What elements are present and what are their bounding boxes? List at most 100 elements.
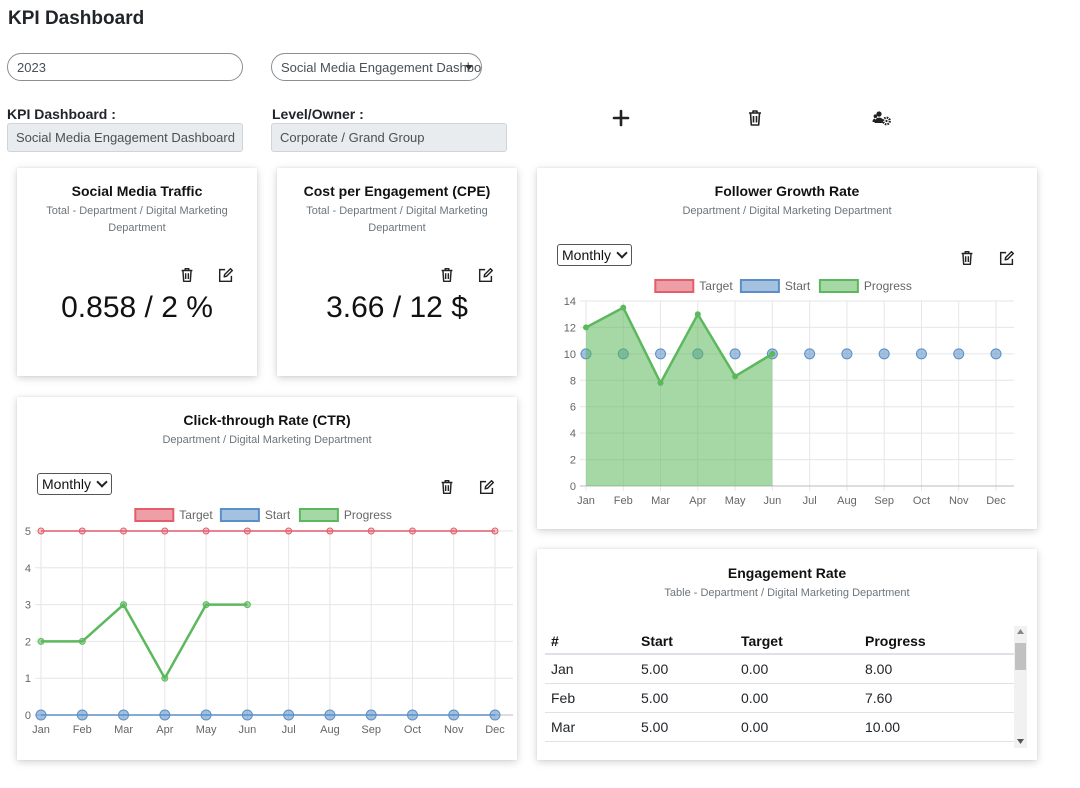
table-cell: 10.00	[859, 712, 1014, 742]
trash-icon[interactable]	[958, 249, 976, 267]
progress-point	[657, 379, 664, 386]
edit-icon[interactable]	[477, 266, 495, 284]
kpi-card-cpe: Cost per Engagement (CPE) Total - Depart…	[277, 168, 517, 376]
x-tick-label: May	[196, 724, 217, 736]
column-header: #	[545, 626, 635, 655]
chevron-down-icon	[616, 247, 628, 259]
x-tick-label: Nov	[949, 495, 969, 507]
engagement-table: # Start Target Progress Jan 5.00 0.00 8.…	[545, 626, 1014, 742]
card-title: Follower Growth Rate	[714, 183, 860, 199]
scrollbar-thumb[interactable]	[1015, 643, 1026, 670]
progress-line	[585, 305, 774, 386]
start-point	[804, 348, 816, 360]
card-subtitle: Department / Digital Marketing Departmen…	[682, 205, 892, 217]
column-header: Target	[735, 626, 859, 655]
progress-area	[586, 307, 773, 486]
target-point	[285, 527, 293, 535]
target-point	[326, 527, 334, 535]
start-point	[76, 709, 88, 721]
progress-point	[37, 637, 45, 645]
kpi-card-traffic: Social Media Traffic Total - Department …	[17, 168, 257, 376]
table-cell: 5.00	[635, 654, 735, 684]
start-point	[729, 348, 741, 360]
progress-point	[769, 350, 776, 357]
kpi-value: 3.66 / 12 $	[326, 291, 468, 324]
start-point	[241, 709, 253, 721]
y-tick-label: 3	[25, 600, 31, 612]
progress-point	[694, 311, 701, 318]
year-value: 2023	[17, 60, 46, 75]
table-row: Feb 5.00 0.00 7.60	[545, 683, 1014, 713]
legend-label: Target	[179, 508, 213, 522]
owner-field: Corporate / Grand Group	[271, 123, 507, 152]
dashboard-select[interactable]: Social Media Engagement Dashboard	[271, 53, 482, 81]
legend-label: Progress	[344, 508, 392, 522]
x-tick-label: Mar	[651, 495, 670, 507]
period-select[interactable]: Monthly	[37, 473, 113, 495]
target-point	[202, 527, 210, 535]
legend-label: Target	[699, 279, 733, 293]
trash-icon[interactable]	[745, 108, 765, 128]
x-tick-label: Oct	[913, 495, 930, 507]
trash-icon[interactable]	[438, 478, 456, 496]
edit-icon[interactable]	[998, 249, 1016, 267]
table-header-row: # Start Target Progress	[545, 626, 1014, 655]
progress-point	[732, 373, 739, 380]
card-title: Engagement Rate	[727, 565, 847, 581]
card-title: Cost per Engagement (CPE)	[303, 183, 491, 199]
x-tick-label: Dec	[485, 724, 505, 736]
x-tick-label: Apr	[156, 724, 173, 736]
legend-label: Progress	[864, 279, 912, 293]
card-subtitle: Total - Department / Digital Marketing D…	[46, 205, 228, 234]
x-tick-label: Jun	[238, 724, 256, 736]
legend-swatch	[298, 508, 339, 522]
edit-icon[interactable]	[217, 266, 235, 284]
legend-label: Start	[785, 279, 811, 293]
x-tick-label: Jul	[803, 495, 817, 507]
x-tick-label: Apr	[689, 495, 706, 507]
dashboard-name-field: Social Media Engagement Dashboard	[7, 123, 243, 152]
chevron-down-icon	[96, 476, 108, 488]
card-subtitle: Table - Department / Digital Marketing D…	[664, 587, 910, 599]
y-tick-label: 2	[570, 455, 576, 467]
ctr-chart: 0 1 2 3 4 5 Jan Feb Mar Apr May Jun Jul Aug Sep Oct Nov D…	[25, 508, 513, 736]
trash-icon[interactable]	[438, 266, 456, 284]
x-tick-label: Dec	[986, 495, 1006, 507]
x-tick-label: Feb	[73, 724, 92, 736]
start-point	[915, 348, 927, 360]
trash-icon[interactable]	[178, 266, 196, 284]
target-point	[491, 527, 499, 535]
table-scrollbar[interactable]	[1014, 626, 1027, 748]
y-tick-label: 14	[564, 296, 576, 308]
start-point	[990, 348, 1002, 360]
legend-swatch	[739, 279, 780, 293]
start-point	[365, 709, 377, 721]
y-tick-label: 8	[570, 375, 576, 387]
start-point	[878, 348, 890, 360]
year-input[interactable]: 2023	[7, 53, 243, 81]
progress-point	[620, 304, 627, 311]
y-tick-label: 10	[564, 349, 576, 361]
dashboard-select-value: Social Media Engagement Dashboard	[281, 60, 482, 75]
table-row: Jan 5.00 0.00 8.00	[545, 654, 1014, 684]
progress-point	[243, 601, 251, 609]
x-tick-label: Mar	[114, 724, 133, 736]
start-point	[324, 709, 336, 721]
y-tick-label: 5	[25, 526, 31, 538]
table-cell: 5.00	[635, 712, 735, 742]
start-point	[448, 709, 460, 721]
y-tick-label: 6	[570, 402, 576, 414]
table-cell: 5.00	[635, 683, 735, 713]
target-point	[78, 527, 86, 535]
scroll-down-icon[interactable]	[1017, 739, 1024, 744]
table-wrapper[interactable]: # Start Target Progress Jan 5.00 0.00 8.…	[545, 626, 1014, 748]
x-tick-label: Sep	[361, 724, 381, 736]
period-select[interactable]: Monthly	[557, 244, 633, 266]
plus-icon[interactable]	[611, 108, 631, 128]
scroll-up-icon[interactable]	[1017, 629, 1024, 634]
users-gear-icon[interactable]	[872, 108, 892, 128]
column-header: Start	[635, 626, 735, 655]
kpi-value: 0.858 / 2 %	[61, 291, 213, 324]
edit-icon[interactable]	[478, 478, 496, 496]
y-tick-label: 1	[25, 673, 31, 685]
